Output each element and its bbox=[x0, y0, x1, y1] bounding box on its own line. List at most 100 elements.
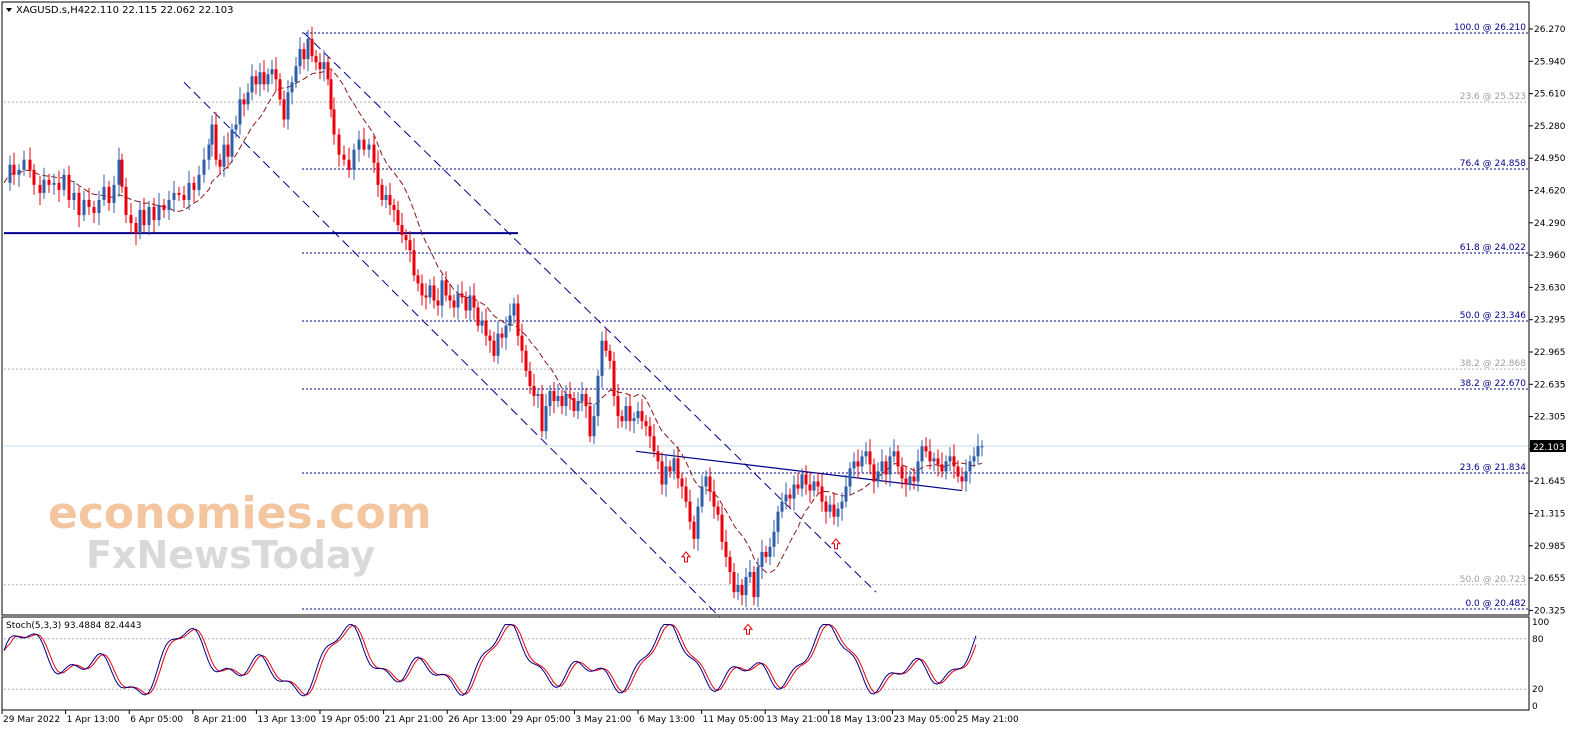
candle-body bbox=[836, 508, 840, 517]
candle-body bbox=[207, 144, 211, 160]
price-tick-label: 20.985 bbox=[1534, 542, 1566, 552]
candle-body bbox=[396, 209, 400, 226]
candle-body bbox=[568, 394, 572, 399]
candle-body bbox=[138, 209, 142, 234]
candle-body bbox=[242, 99, 246, 105]
dropdown-arrow-icon[interactable] bbox=[6, 8, 12, 12]
candle-body bbox=[596, 375, 600, 417]
candle-body bbox=[976, 446, 980, 457]
candle-body bbox=[524, 350, 528, 371]
candle-body bbox=[936, 458, 940, 465]
candle-body bbox=[420, 283, 424, 296]
candle-body bbox=[82, 199, 86, 216]
candle-body bbox=[112, 184, 116, 203]
candle-body bbox=[680, 478, 684, 487]
candle-body bbox=[712, 491, 716, 507]
candle-body bbox=[632, 418, 636, 422]
candle-body bbox=[52, 182, 56, 185]
candle-body bbox=[532, 385, 536, 397]
candle-body bbox=[660, 461, 664, 485]
candle-body bbox=[424, 295, 428, 298]
candle-body bbox=[32, 169, 36, 185]
watermark-subtitle-text: FxNewsToday bbox=[86, 533, 375, 577]
candle-body bbox=[347, 159, 351, 170]
candle-body bbox=[134, 223, 138, 234]
candle-body bbox=[940, 464, 944, 472]
candle-body bbox=[380, 184, 384, 200]
candle-body bbox=[294, 66, 298, 83]
candle-body bbox=[448, 295, 452, 301]
candle-body bbox=[314, 56, 318, 63]
candle-body bbox=[318, 62, 322, 70]
candle-body bbox=[504, 325, 508, 338]
candle-body bbox=[952, 456, 956, 467]
price-tick-label: 26.270 bbox=[1534, 25, 1566, 35]
trend-channel bbox=[183, 32, 963, 618]
time-tick-label: 19 Apr 05:00 bbox=[321, 715, 380, 725]
candle-body bbox=[556, 396, 560, 402]
candle-body bbox=[832, 504, 836, 517]
price-tick-label: 21.315 bbox=[1534, 510, 1566, 520]
candle-body bbox=[167, 199, 171, 210]
candle-body bbox=[226, 144, 230, 157]
time-tick-label: 25 May 21:00 bbox=[957, 715, 1019, 725]
channel-upper-line bbox=[303, 32, 877, 593]
time-tick-label: 26 Apr 13:00 bbox=[448, 715, 507, 725]
watermark-logo-text: economies.com bbox=[48, 488, 432, 539]
candle-body bbox=[656, 451, 660, 462]
candle-body bbox=[800, 474, 804, 489]
candle-body bbox=[357, 139, 361, 150]
candle-body bbox=[924, 446, 928, 452]
candle-body bbox=[648, 426, 652, 437]
candle-body bbox=[736, 585, 740, 593]
candle-body bbox=[512, 303, 516, 316]
candle-body bbox=[298, 49, 302, 67]
indicator-panel[interactable] bbox=[1, 616, 1530, 711]
candle-body bbox=[668, 466, 672, 472]
candle-body bbox=[476, 307, 480, 326]
candle-body bbox=[337, 134, 341, 155]
candle-body bbox=[548, 390, 552, 407]
candle-body bbox=[616, 396, 620, 417]
candle-body bbox=[234, 124, 238, 130]
candle-body bbox=[129, 215, 133, 224]
price-panel[interactable] bbox=[1, 1, 1530, 616]
candle-body bbox=[760, 551, 764, 567]
time-tick-label: 29 Apr 05:00 bbox=[512, 715, 571, 725]
candle-body bbox=[17, 169, 21, 175]
time-tick-label: 23 May 05:00 bbox=[893, 715, 955, 725]
candle-body bbox=[628, 406, 632, 422]
candle-body bbox=[222, 144, 226, 167]
candle-body bbox=[274, 69, 278, 80]
chart-symbol: XAGUSD.s,H4 bbox=[16, 5, 84, 16]
time-tick-label: 13 Apr 13:00 bbox=[257, 715, 316, 725]
stoch-main-line bbox=[3, 623, 977, 697]
candle-body bbox=[400, 225, 404, 236]
candle-body bbox=[392, 204, 396, 210]
candle-body bbox=[684, 486, 688, 502]
candle-body bbox=[440, 280, 444, 306]
candle-body bbox=[580, 394, 584, 402]
candle-body bbox=[772, 531, 776, 547]
candle-body bbox=[744, 577, 748, 596]
candle-body bbox=[72, 192, 76, 200]
candle-body bbox=[329, 79, 333, 110]
candle-body bbox=[592, 416, 596, 437]
candle-body bbox=[804, 474, 808, 485]
moving-average-line bbox=[3, 68, 983, 574]
candle-body bbox=[444, 280, 448, 296]
time-tick-label: 1 Apr 13:00 bbox=[67, 715, 120, 725]
stoch-tick-label: 100 bbox=[1532, 618, 1549, 628]
candle-body bbox=[908, 476, 912, 485]
candle-body bbox=[306, 39, 310, 60]
time-tick-label: 6 Apr 05:00 bbox=[130, 715, 183, 725]
candle-body bbox=[544, 406, 548, 432]
candle-body bbox=[500, 333, 504, 338]
candle-body bbox=[672, 458, 676, 472]
candle-body bbox=[796, 484, 800, 489]
fib-level-label: 0.0 @ 20.482 bbox=[1465, 599, 1526, 609]
candle-body bbox=[892, 451, 896, 457]
candle-body bbox=[258, 72, 262, 85]
